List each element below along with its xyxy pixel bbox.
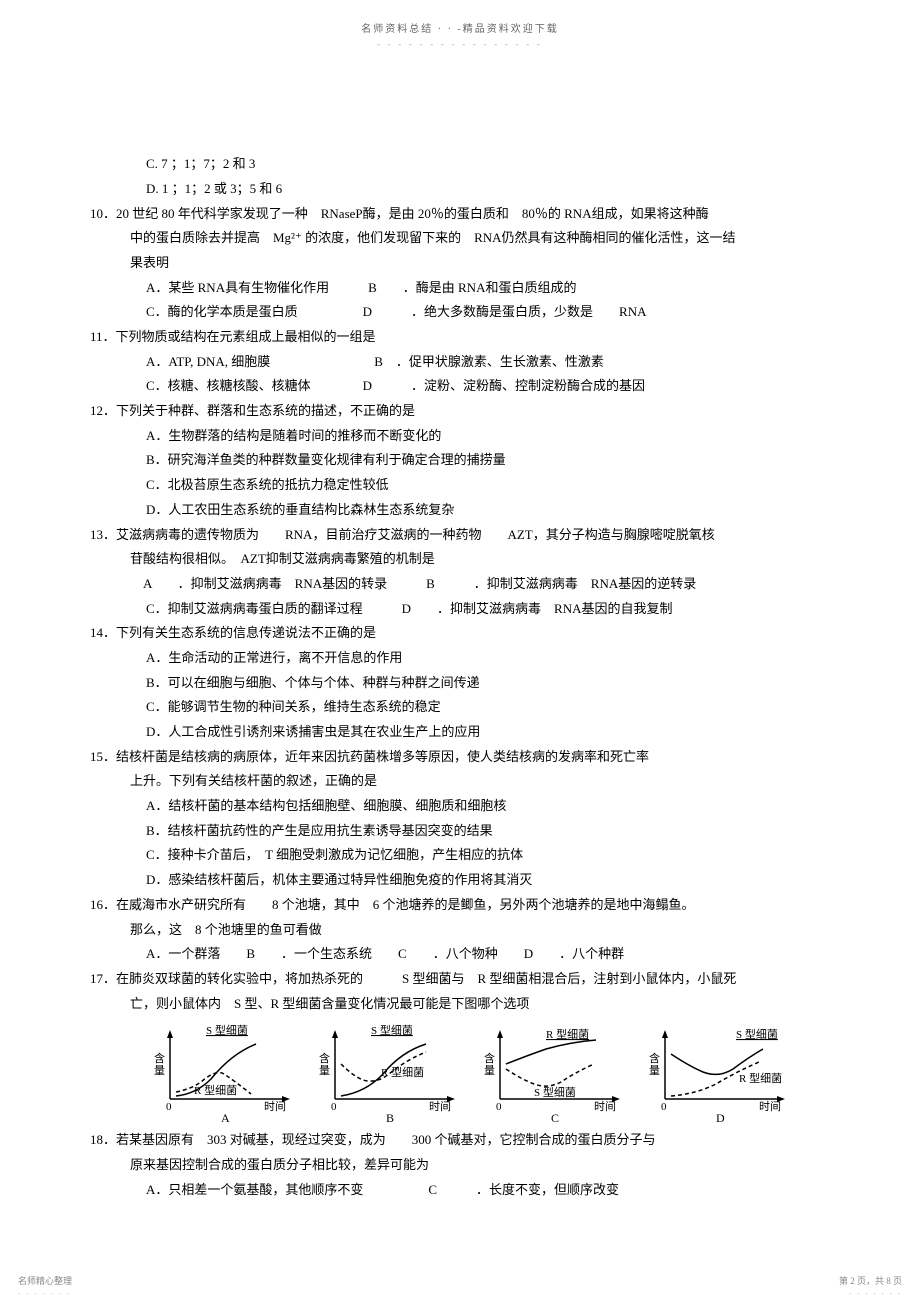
q15-line1: 15．结核杆菌是结核病的病原体，近年来因抗药菌株增多等原因，使人类结核病的发病率… [90,745,830,770]
s-curve [671,1049,763,1074]
q10-line3: 果表明 [90,251,830,276]
origin: 0 [331,1101,337,1113]
q15-opt-c: C．接种卡介苗后， T 细胞受刺激成为记忆细胞，产生相应的抗体 [90,843,830,868]
q12-opt-c: C．北极苔原生态系统的抵抗力稳定性较低 [90,473,830,498]
r-label: R 型细菌 [194,1083,237,1097]
s-label: S 型细菌 [534,1085,576,1099]
origin: 0 [166,1101,172,1113]
q12-opt-b: B．研究海洋鱼类的种群数量变化规律有利于确定合理的捕捞量 [90,448,830,473]
x-label: 时间 [759,1100,781,1113]
q10-line1: 10．20 世纪 80 年代科学家发现了一种 RNaseP酶，是由 20％的蛋白… [90,202,830,227]
r-label: R 型细菌 [739,1071,782,1085]
origin: 0 [661,1101,667,1113]
q12-opt-a: A．生物群落的结构是随着时间的推移而不断变化的 [90,424,830,449]
origin: 0 [496,1101,502,1113]
q15-opt-d: D．感染结核杆菌后，机体主要通过特异性细胞免疫的作用将其消灭 [90,868,830,893]
r-label: R 型细菌 [546,1027,589,1041]
y-arrow [332,1030,338,1038]
y-arrow [167,1030,173,1038]
y-arrow [497,1030,503,1038]
q10-line2: 中的蛋白质除去并提高 Mg²⁺ 的浓度，他们发现留下来的 RNA仍然具有这种酶相… [90,226,830,251]
q14-opt-c: C．能够调节生物的种间关系，维持生态系统的稳定 [90,695,830,720]
q15-opt-a: A．结核杆菌的基本结构包括细胞壁、细胞膜、细胞质和细胞核 [90,794,830,819]
chart-b: 含 量 S 型细菌 R 型细菌 0 时间 B [311,1024,476,1124]
q10-opt-ab: A．某些 RNA具有生物催化作用 B ．酶是由 RNA和蛋白质组成的 [90,276,830,301]
q13-opt-ab: A ．抑制艾滋病病毒 RNA基因的转录 B ．抑制艾滋病病毒 RNA基因的逆转录 [90,572,830,597]
header-title: 名师资料总结 · · -精品资料欢迎下载 [361,24,559,35]
option-d: D. 1 ；1；2 或 3；5 和 6 [90,177,830,202]
q16-line2: 那么，这 8 个池塘里的鱼可看做 [90,918,830,943]
chart-d: 含 量 S 型细菌 R 型细菌 0 时间 D [641,1024,806,1124]
q11-opt-cd: C．核糖、核糖核酸、核糖体 D ．淀粉、淀粉酶、控制淀粉酶合成的基因 [90,374,830,399]
q11-line1: 11．下列物质或结构在元素组成上最相似的一组是 [90,325,830,350]
x-label: 时间 [264,1100,286,1113]
opt-label-c: C [551,1111,559,1124]
q18-opt-ac: A．只相差一个氨基酸，其他顺序不变 C ．长度不变，但顺序改变 [90,1178,830,1203]
y-axis-label2: 量 [319,1064,330,1077]
opt-label-b: B [386,1111,394,1124]
s-curve [506,1064,594,1086]
chart-c: 含 量 R 型细菌 S 型细菌 0 时间 C [476,1024,641,1124]
opt-label-a: A [221,1111,230,1124]
y-axis-label: 含 [154,1051,165,1065]
y-axis-label2: 量 [154,1064,165,1077]
page-header: 名师资料总结 · · -精品资料欢迎下载 - - - - - - - - - -… [90,20,830,52]
y-axis-label2: 量 [484,1064,495,1077]
s-label: S 型细菌 [371,1024,413,1037]
chart-d-svg: 含 量 S 型细菌 R 型细菌 0 时间 D [641,1024,806,1124]
q13-opt-cd: C．抑制艾滋病病毒蛋白质的翻译过程 D ．抑制艾滋病病毒 RNA基因的自我复制 [90,597,830,622]
q12-opt-d: D．人工农田生态系统的垂直结构比森林生态系统复杂 [90,498,830,523]
q14-opt-b: B．可以在细胞与细胞、个体与个体、种群与种群之间传递 [90,671,830,696]
q14-opt-a: A．生命活动的正常进行，离不开信息的作用 [90,646,830,671]
q14-line1: 14．下列有关生态系统的信息传递说法不正确的是 [90,621,830,646]
q16-line1: 16．在威海市水产研究所有 8 个池塘，其中 6 个池塘养的是鲫鱼，另外两个池塘… [90,893,830,918]
y-axis-label: 含 [484,1051,495,1065]
option-c: C. 7 ；1；7；2 和 3 [90,152,830,177]
q10-opt-cd: C．酶的化学本质是蛋白质 D ．绝大多数酶是蛋白质，少数是 RNA [90,300,830,325]
chart-c-svg: 含 量 R 型细菌 S 型细菌 0 时间 C [476,1024,641,1124]
q14-opt-d: D．人工合成性引诱剂来诱捕害虫是其在农业生产上的应用 [90,720,830,745]
q17-line1: 17．在肺炎双球菌的转化实验中，将加热杀死的 S 型细菌与 R 型细菌相混合后，… [90,967,830,992]
q16-opts: A．一个群落 B ．一个生态系统 C ．八个物种 D ．八个种群 [90,942,830,967]
q11-opt-ab: A．ATP, DNA, 细胞膜 B ．促甲状腺激素、生长激素、性激素 [90,350,830,375]
opt-label-d: D [716,1111,725,1124]
q13-line2: 苷酸结构很相似。 AZT抑制艾滋病病毒繁殖的机制是 [90,547,830,572]
chart-a-svg: 含 量 S 型细菌 R 型细菌 0 时间 A [146,1024,311,1124]
q13-line1: 13．艾滋病病毒的遗传物质为 RNA，目前治疗艾滋病的一种药物 AZT，其分子构… [90,523,830,548]
footer-left-dots: - - - - - - - [18,1287,71,1300]
s-label: S 型细菌 [736,1027,778,1041]
q17-line2: 亡，则小鼠体内 S 型、R 型细菌含量变化情况最可能是下图哪个选项 [90,992,830,1017]
chart-b-svg: 含 量 S 型细菌 R 型细菌 0 时间 B [311,1024,476,1124]
x-label: 时间 [594,1100,616,1113]
footer-right-dots: - - - - - - - [849,1287,902,1300]
q18-line2: 原来基因控制合成的蛋白质分子相比较，差异可能为 [90,1153,830,1178]
chart-row: 含 量 S 型细菌 R 型细菌 0 时间 A 含 量 [90,1024,830,1124]
y-axis-label2: 量 [649,1064,660,1077]
q18-line1: 18．若某基因原有 303 对碱基，现经过突变，成为 300 个碱基对，它控制合… [90,1128,830,1153]
q15-opt-b: B．结核杆菌抗药性的产生是应用抗生素诱导基因突变的结果 [90,819,830,844]
q15-line2: 上升。下列有关结核杆菌的叙述，正确的是 [90,769,830,794]
header-dots: - - - - - - - - - - - - - - - - [90,37,830,52]
y-axis-label: 含 [319,1051,330,1065]
s-label: S 型细菌 [206,1024,248,1037]
y-arrow [662,1030,668,1038]
chart-a: 含 量 S 型细菌 R 型细菌 0 时间 A [146,1024,311,1124]
r-curve [506,1040,596,1064]
r-label: R 型细菌 [381,1065,424,1079]
q12-line1: 12．下列关于种群、群落和生态系统的描述，不正确的是 [90,399,830,424]
y-axis-label: 含 [649,1051,660,1065]
x-label: 时间 [429,1100,451,1113]
